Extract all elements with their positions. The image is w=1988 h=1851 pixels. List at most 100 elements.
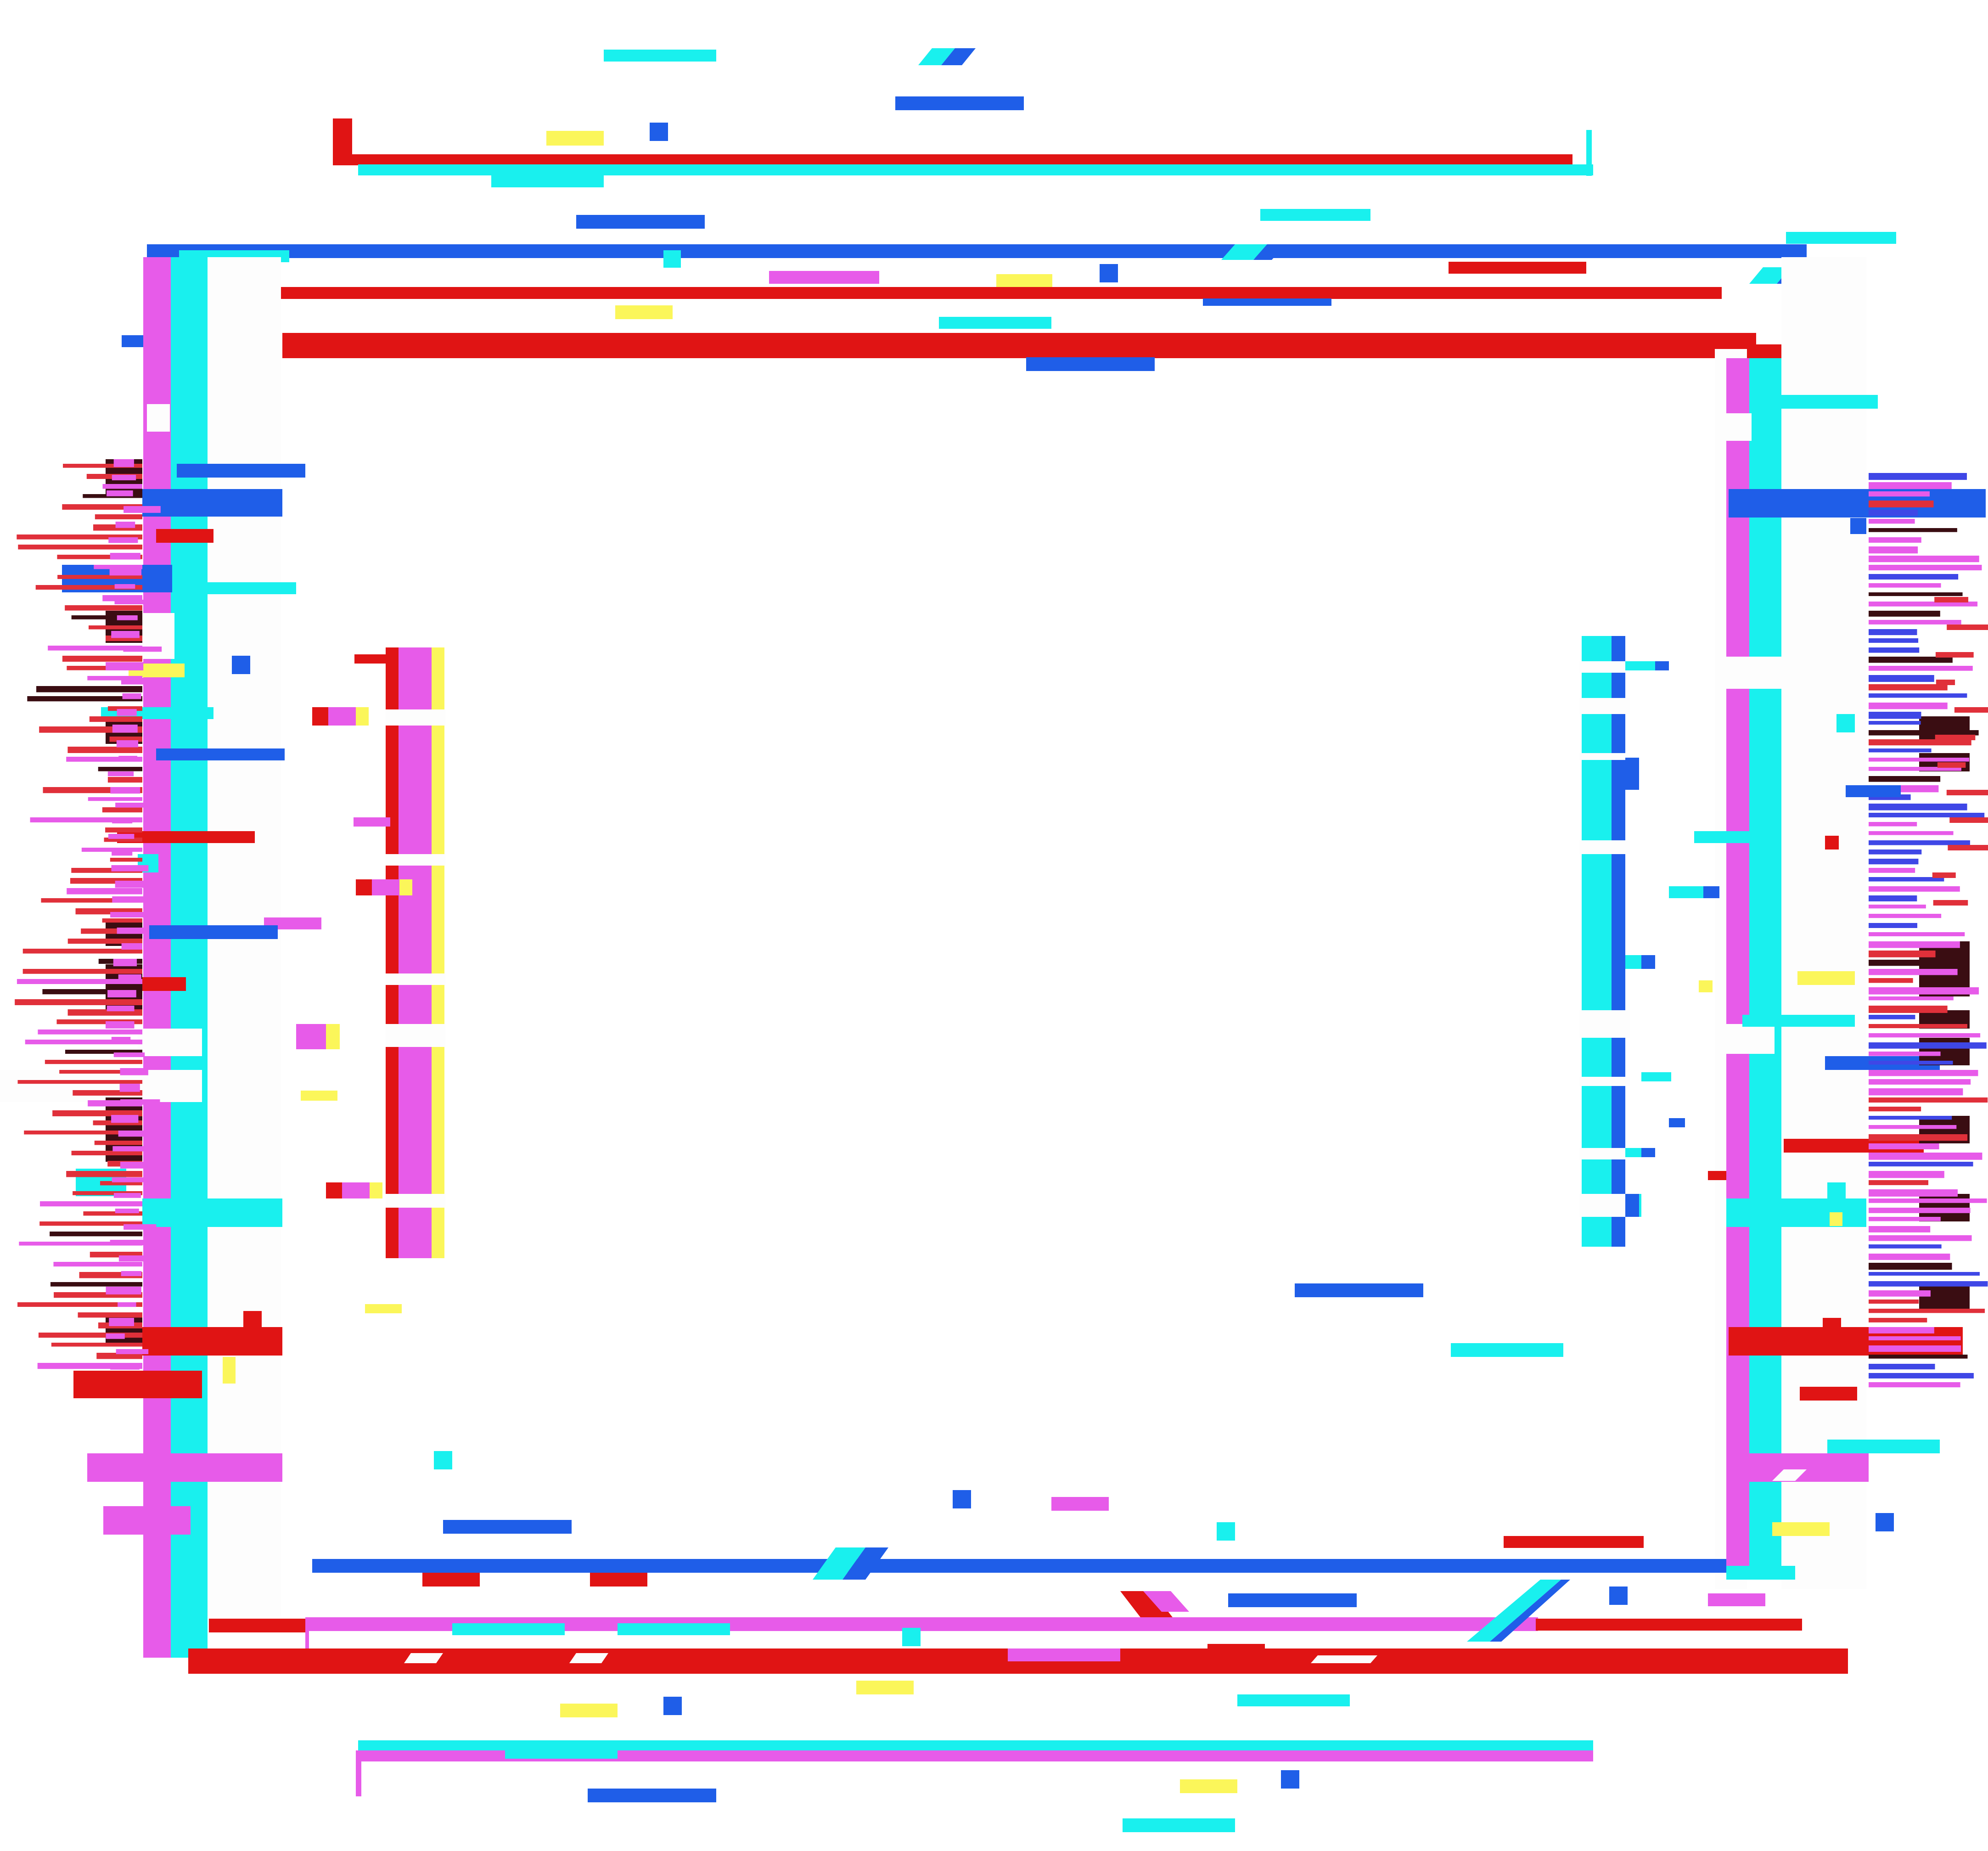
noise-streak xyxy=(117,709,137,716)
glitch-shape xyxy=(434,1451,452,1469)
noise-streak xyxy=(1869,1107,1921,1112)
glitch-shape xyxy=(1295,1283,1423,1297)
noise-streak xyxy=(1869,574,1959,580)
glitch-shape xyxy=(1830,1212,1842,1226)
noise-streak xyxy=(59,1070,142,1074)
glitch-shape xyxy=(223,1357,236,1384)
noise-streak xyxy=(53,1262,142,1267)
noise-streak xyxy=(51,1343,142,1347)
noise-streak xyxy=(1869,565,1982,571)
noise-streak xyxy=(102,595,142,602)
noise-streak xyxy=(107,771,134,776)
glitch-shape xyxy=(1827,1182,1846,1201)
noise-streak xyxy=(1869,1033,1981,1038)
glitch-shape xyxy=(305,1631,309,1652)
noise-streak xyxy=(1869,556,1979,563)
glitch-shape xyxy=(941,48,976,65)
noise-streak xyxy=(1869,1208,1971,1213)
glitch-shape xyxy=(1726,1198,1866,1227)
glitch-shape xyxy=(1451,1343,1563,1357)
glitch-shape xyxy=(1726,657,1827,689)
glitch-shape xyxy=(663,250,681,268)
noise-streak xyxy=(112,725,138,733)
noise-streak xyxy=(1869,905,1926,909)
glitch-shape xyxy=(1699,980,1713,992)
noise-streak xyxy=(94,1141,142,1145)
glitch-shape xyxy=(1641,1148,1655,1157)
middle-glitch-bits xyxy=(443,1283,1644,1548)
glitch-shape xyxy=(1724,1024,1775,1054)
noise-streak xyxy=(1869,767,1961,771)
noise-streak xyxy=(1869,1006,1948,1013)
noise-streak xyxy=(1869,1015,1915,1019)
noise-streak xyxy=(120,1099,160,1105)
noise-streak xyxy=(1869,519,1915,524)
glitch-shape xyxy=(1207,1644,1265,1658)
noise-streak xyxy=(1869,684,1948,691)
glitch-shape xyxy=(301,1091,337,1101)
glitch-shape xyxy=(142,489,282,517)
glitch-shape xyxy=(156,529,213,543)
glitch-shape xyxy=(1504,1536,1644,1548)
noise-streak xyxy=(1869,941,1960,948)
noise-streak xyxy=(1869,602,1978,607)
noise-streak xyxy=(45,1060,142,1064)
noise-streak xyxy=(73,1090,142,1096)
noise-streak xyxy=(1869,1364,1935,1370)
noise-streak xyxy=(115,881,154,888)
noise-streak xyxy=(1869,657,1953,663)
noise-streak xyxy=(19,1242,142,1246)
glitch-shape xyxy=(386,709,445,726)
glitch-shape xyxy=(1726,358,1749,1575)
noise-streak xyxy=(109,1318,135,1326)
glitch-shape xyxy=(1311,1655,1377,1663)
glitch-shape xyxy=(1467,1580,1561,1642)
noise-streak xyxy=(112,475,136,480)
noise-streak xyxy=(66,757,142,762)
noise-streak xyxy=(114,600,144,605)
glitch-shape xyxy=(312,707,328,726)
glitch-shape xyxy=(142,613,174,659)
glitch-shape xyxy=(365,1304,402,1313)
noise-streak xyxy=(67,939,142,944)
noise-streak xyxy=(122,693,141,699)
glitch-shape xyxy=(356,707,369,726)
noise-streak xyxy=(104,838,142,842)
noise-streak xyxy=(1869,1097,1988,1103)
noise-streak xyxy=(1869,1355,1968,1359)
glitch-shape xyxy=(895,96,1024,110)
noise-streak xyxy=(106,662,144,670)
glitch-shape xyxy=(1536,1619,1802,1631)
noise-streak xyxy=(1869,1125,1957,1129)
glitch-shape xyxy=(149,925,278,939)
noise-streak xyxy=(109,568,141,576)
glitch-shape xyxy=(103,1506,191,1535)
noise-streak xyxy=(111,1115,139,1123)
glitch-shape xyxy=(1579,840,1630,854)
noise-streak xyxy=(95,514,142,519)
glitch-shape xyxy=(1582,636,1612,1247)
noise-streak xyxy=(110,553,140,560)
noise-streak xyxy=(65,605,142,611)
glitch-shape xyxy=(386,1194,445,1208)
glitch-shape xyxy=(560,1704,618,1717)
glitch-shape xyxy=(1708,1171,1726,1180)
noise-streak xyxy=(1949,817,1988,823)
noise-streak xyxy=(1869,1263,1952,1270)
glitch-shape xyxy=(1625,1148,1644,1157)
glitch-shape xyxy=(769,271,879,284)
noise-streak xyxy=(50,1282,142,1287)
glitch-shape xyxy=(1729,489,1986,518)
noise-streak xyxy=(1869,1070,1978,1076)
glitch-shape xyxy=(1008,1648,1120,1661)
top-glitch-lines xyxy=(333,48,1593,229)
noise-streak xyxy=(1869,1235,1972,1241)
glitch-shape xyxy=(209,1619,305,1632)
noise-streak xyxy=(87,676,142,681)
glitch-shape xyxy=(1120,1591,1175,1621)
noise-streak xyxy=(1869,1327,1934,1333)
glitch-shape xyxy=(491,174,604,187)
frame-top-edge xyxy=(122,232,1896,371)
noise-streak xyxy=(17,979,142,984)
